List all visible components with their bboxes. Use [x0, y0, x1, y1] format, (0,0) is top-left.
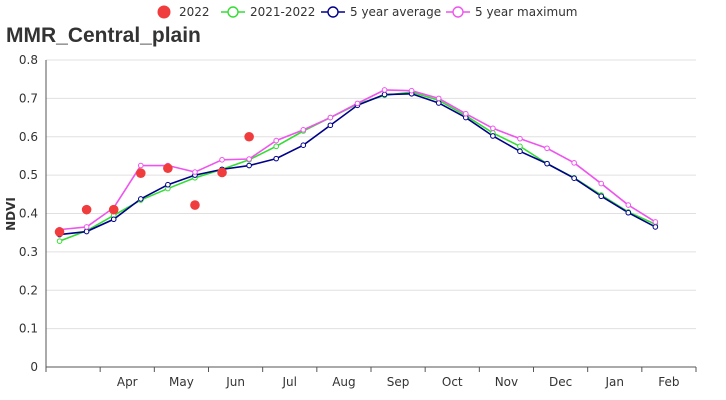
point-5-year-average	[327, 122, 334, 129]
y-tick-label: 0.4	[19, 207, 38, 221]
point-2021-2022	[56, 238, 63, 244]
point-5-year-average	[435, 100, 442, 106]
x-tick-label: Feb	[658, 375, 679, 389]
point-5-year-maximum	[408, 87, 415, 94]
x-axis: Apr May Jun Jul Aug Sep Oct Nov Dec Jan Feb	[45, 366, 697, 389]
point-5-year-maximum	[137, 162, 144, 169]
point-5-year-average	[598, 193, 605, 200]
y-axis: 0 0.1 0.2 0.3 0.4 0.5 0.6 0.7 0.8	[19, 53, 47, 374]
x-tick-label: Apr	[117, 375, 138, 389]
y-tick-label: 0.5	[19, 168, 38, 182]
legend: 2022 2021-2022 5 year average 5 year maximu…	[157, 5, 578, 19]
legend-marker	[157, 5, 171, 19]
point-5-year-average	[246, 162, 252, 169]
point-5-year-maximum	[598, 180, 605, 187]
point-5-year-maximum	[462, 110, 469, 117]
legend-marker	[227, 6, 239, 18]
point-2022	[244, 131, 254, 142]
point-5-year-average	[300, 142, 307, 148]
legend-item[interactable]: 2021-2022	[221, 5, 315, 19]
point-5-year-maximum	[327, 114, 334, 121]
y-tick-label: 0.7	[19, 91, 38, 105]
x-tick-label: Aug	[332, 375, 355, 389]
point-5-year-average	[625, 209, 632, 216]
point-5-year-maximum	[300, 127, 307, 133]
point-5-year-average	[110, 216, 117, 223]
x-tick-label: Sep	[387, 375, 410, 389]
x-tick-label: Jun	[225, 375, 245, 389]
point-5-year-average	[273, 155, 280, 162]
point-5-year-average	[652, 224, 659, 230]
point-2022	[217, 167, 227, 178]
legend-item[interactable]: 5 year maximum	[446, 5, 578, 19]
point-5-year-maximum	[381, 87, 388, 93]
point-5-year-average	[490, 133, 496, 139]
y-tick-label: 0	[30, 360, 38, 374]
y-tick-label: 0.8	[19, 53, 38, 67]
legend-label: 5 year maximum	[475, 5, 578, 19]
point-5-year-maximum	[517, 135, 523, 142]
point-5-year-average	[137, 196, 144, 202]
point-5-year-maximum	[219, 156, 225, 163]
point-5-year-average	[571, 175, 577, 181]
y-axis-title: NDVI	[4, 197, 18, 231]
point-2021-2022	[273, 143, 280, 150]
x-tick-label: May	[169, 375, 194, 389]
chart-title: MMR_Central_plain	[6, 24, 201, 47]
point-2022	[54, 227, 65, 237]
y-tick-label: 0.2	[19, 283, 38, 297]
legend-item[interactable]: 2022	[157, 5, 210, 19]
point-5-year-maximum	[652, 219, 659, 225]
point-5-year-maximum	[246, 156, 252, 162]
point-2022	[81, 204, 92, 215]
point-5-year-average	[83, 228, 90, 235]
y-tick-label: 0.3	[19, 245, 38, 259]
point-5-year-maximum	[83, 224, 90, 230]
series-line-5-year-maximum	[59, 89, 656, 231]
plot-area	[54, 87, 659, 244]
point-2022	[190, 200, 200, 210]
point-5-year-average	[381, 91, 388, 98]
point-5-year-maximum	[571, 160, 577, 166]
point-2022	[163, 163, 173, 174]
legend-label: 2022	[179, 5, 210, 19]
legend-label: 2021-2022	[250, 5, 315, 19]
y-tick-label: 0.1	[19, 322, 38, 336]
point-5-year-average	[544, 160, 550, 167]
x-tick-label: Oct	[442, 375, 463, 389]
point-5-year-maximum	[192, 169, 198, 175]
legend-item[interactable]: 5 year average	[321, 5, 441, 19]
legend-marker	[452, 6, 464, 18]
point-5-year-maximum	[435, 95, 442, 102]
y-tick-label: 0.6	[19, 130, 38, 144]
point-5-year-maximum	[354, 100, 361, 107]
legend-marker	[327, 6, 339, 18]
point-5-year-maximum	[544, 145, 550, 152]
point-5-year-average	[517, 148, 523, 155]
point-5-year-average	[165, 181, 171, 188]
legend-label: 5 year average	[350, 5, 441, 19]
x-tick-label: Dec	[549, 375, 572, 389]
point-2022	[108, 204, 119, 215]
x-tick-label: Jan	[605, 375, 625, 389]
x-tick-label: Jul	[282, 375, 297, 389]
point-2021-2022	[517, 143, 523, 150]
point-5-year-maximum	[490, 125, 496, 132]
grid-lines	[46, 59, 696, 330]
series-line-2021-2022	[59, 91, 656, 242]
point-5-year-maximum	[625, 202, 632, 208]
point-2022	[135, 168, 146, 179]
point-5-year-maximum	[273, 137, 280, 144]
x-tick-label: Nov	[495, 375, 518, 389]
